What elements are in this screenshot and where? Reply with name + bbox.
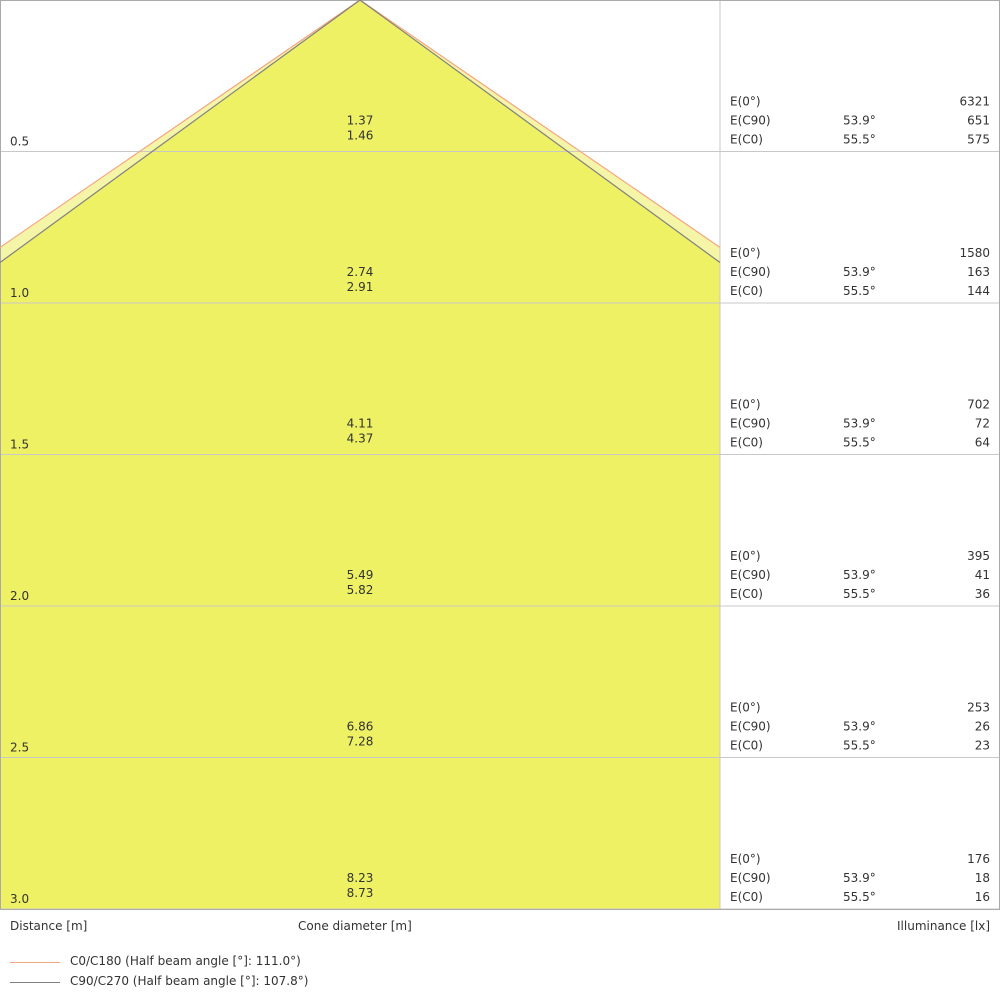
illuminance-row-label: E(C0) (730, 436, 763, 450)
illuminance-value: 18 (975, 871, 990, 885)
illuminance-value: 395 (967, 549, 990, 563)
illuminance-row-label: E(C90) (730, 720, 771, 734)
illuminance-value: 144 (967, 284, 990, 298)
legend-entry-c90: C90/C270 (Half beam angle [°]: 107.8°) (70, 974, 309, 988)
illuminance-value: 26 (975, 720, 990, 734)
half-angle-value: 55.5° (843, 587, 876, 601)
illuminance-label: Illuminance [lx] (897, 919, 990, 933)
illuminance-value: 253 (967, 701, 990, 715)
illuminance-value: 575 (967, 133, 990, 147)
cone-diameter-c0: 1.46 (347, 129, 374, 143)
half-angle-value: 55.5° (843, 284, 876, 298)
cone-diameter-c0: 2.91 (347, 280, 374, 294)
illuminance-value: 702 (967, 398, 990, 412)
x-axis-label-distance: Distance [m] (10, 919, 88, 933)
illuminance-value: 36 (975, 587, 990, 601)
legend-swatch-c90 (10, 982, 60, 983)
illuminance-row-label: E(0°) (730, 852, 761, 866)
illuminance-value: 1580 (959, 246, 990, 260)
illuminance-row-label: E(0°) (730, 95, 761, 109)
cone-diameter-c90: 6.86 (347, 720, 374, 734)
distance-tick: 3.0 (10, 892, 29, 906)
illuminance-value: 16 (975, 890, 990, 904)
illuminance-row-label: E(0°) (730, 701, 761, 715)
illuminance-row-label: E(0°) (730, 398, 761, 412)
distance-tick: 0.5 (10, 135, 29, 149)
illuminance-value: 72 (975, 417, 990, 431)
legend-entry-c0: C0/C180 (Half beam angle [°]: 111.0°) (70, 954, 301, 968)
illuminance-row-label: E(C0) (730, 587, 763, 601)
illuminance-row-label: E(C0) (730, 284, 763, 298)
distance-tick: 2.0 (10, 589, 29, 603)
half-angle-value: 53.9° (843, 568, 876, 582)
cone-diameter-c90: 4.11 (347, 417, 374, 431)
cone-diameter-c90: 5.49 (347, 568, 374, 582)
cone-diameter-c90: 8.23 (347, 871, 374, 885)
legend-swatch-c0 (10, 962, 60, 963)
half-angle-value: 55.5° (843, 436, 876, 450)
distance-tick: 2.5 (10, 741, 29, 755)
illuminance-row-label: E(C0) (730, 133, 763, 147)
half-angle-value: 53.9° (843, 720, 876, 734)
illuminance-value: 651 (967, 114, 990, 128)
half-angle-value: 53.9° (843, 114, 876, 128)
half-angle-value: 53.9° (843, 417, 876, 431)
half-angle-value: 55.5° (843, 890, 876, 904)
cone-diameter-c0: 8.73 (347, 886, 374, 900)
c0-line (0, 0, 721, 248)
illuminance-value: 41 (975, 568, 990, 582)
illuminance-value: 23 (975, 739, 990, 753)
illuminance-value: 6321 (959, 95, 990, 109)
cone-diameter-c0: 4.37 (347, 432, 374, 446)
distance-tick: 1.0 (10, 286, 29, 300)
illuminance-row-label: E(C90) (730, 265, 771, 279)
illuminance-row-label: E(C0) (730, 890, 763, 904)
illuminance-row-label: E(0°) (730, 246, 761, 260)
half-angle-value: 53.9° (843, 265, 876, 279)
half-angle-value: 53.9° (843, 871, 876, 885)
distance-tick: 1.5 (10, 438, 29, 452)
cone-diameter-c0: 7.28 (347, 735, 374, 749)
illuminance-row-label: E(C90) (730, 871, 771, 885)
cone-diameter-c90: 2.74 (347, 265, 374, 279)
illuminance-row-label: E(C0) (730, 739, 763, 753)
x-axis-label-cone-diameter: Cone diameter [m] (298, 919, 412, 933)
illuminance-value: 64 (975, 436, 990, 450)
c90-line (0, 0, 721, 264)
illuminance-row-label: E(0°) (730, 549, 761, 563)
half-angle-value: 55.5° (843, 133, 876, 147)
illuminance-row-label: E(C90) (730, 114, 771, 128)
illuminance-row-label: E(C90) (730, 568, 771, 582)
half-angle-value: 55.5° (843, 739, 876, 753)
cone-diameter-c90: 1.37 (347, 114, 374, 128)
illuminance-value: 163 (967, 265, 990, 279)
illuminance-value: 176 (967, 852, 990, 866)
cone-diameter-c0: 5.82 (347, 583, 374, 597)
illuminance-row-label: E(C90) (730, 417, 771, 431)
